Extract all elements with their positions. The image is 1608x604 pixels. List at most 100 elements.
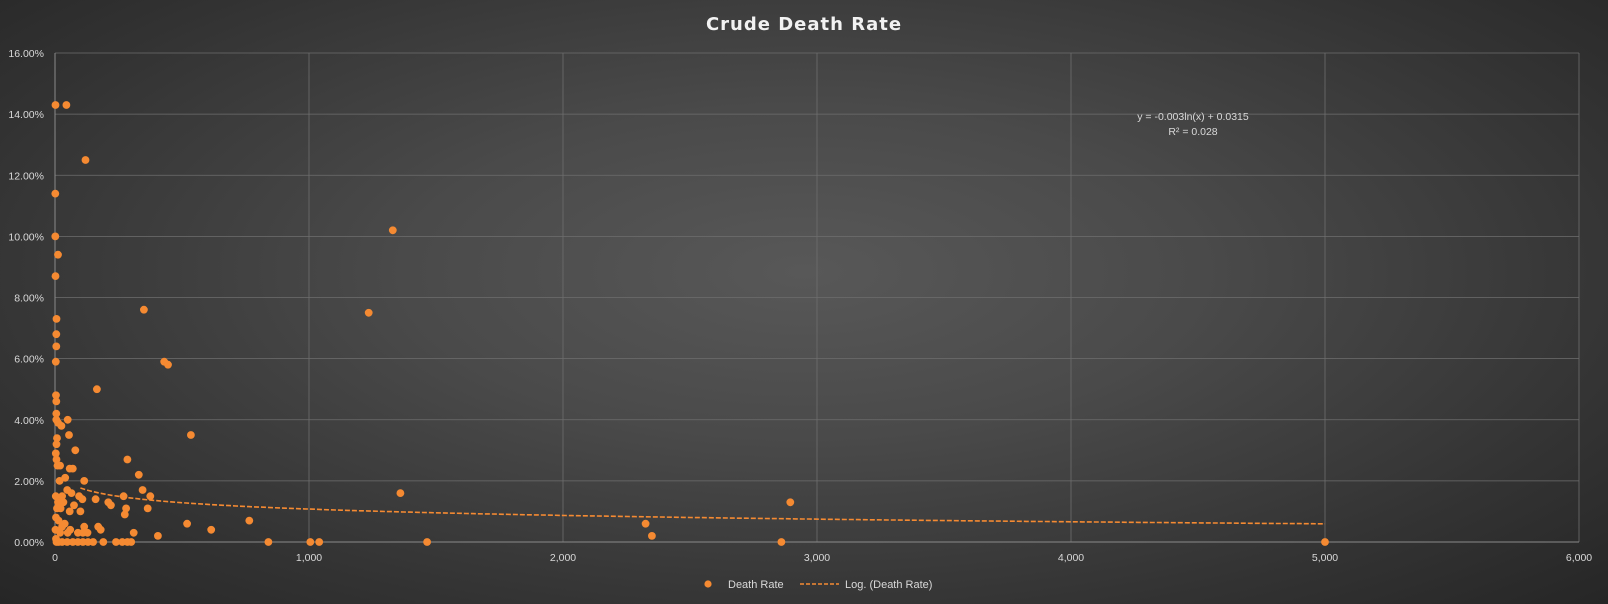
data-point	[1321, 538, 1329, 546]
data-point	[129, 528, 138, 537]
data-point	[51, 449, 60, 458]
data-point	[63, 538, 72, 546]
data-point	[67, 489, 76, 497]
trendline-path	[80, 487, 1325, 525]
data-point	[58, 492, 66, 501]
legend-label-trendline: Log. (Death Rate)	[845, 579, 932, 591]
data-point	[54, 498, 62, 507]
x-tick-label: 2,000	[550, 552, 576, 564]
data-point	[183, 519, 192, 528]
data-point	[52, 397, 61, 406]
data-point	[107, 501, 115, 510]
data-point	[164, 360, 172, 369]
trendline-equation: y = -0.003ln(x) + 0.0315	[1137, 111, 1249, 123]
data-point	[315, 538, 324, 546]
data-point	[52, 455, 61, 464]
data-point	[63, 528, 72, 537]
y-tick-label: 6.00%	[14, 354, 44, 366]
x-tick-label: 4,000	[1058, 552, 1084, 564]
data-point	[99, 538, 108, 546]
data-point	[59, 498, 68, 507]
data-point	[123, 455, 132, 464]
data-point	[65, 507, 74, 516]
data-point	[65, 431, 73, 439]
data-point	[51, 101, 60, 109]
legend-marker-death-rate	[704, 580, 712, 588]
data-point	[396, 489, 405, 497]
data-point	[786, 498, 795, 507]
data-point	[52, 315, 61, 323]
data-point	[96, 525, 105, 534]
data-point	[80, 477, 89, 485]
x-tick-label: 0	[52, 552, 58, 564]
data-point	[80, 522, 89, 531]
data-point	[122, 504, 130, 513]
x-tick-label: 6,000	[1566, 552, 1592, 564]
data-point	[78, 495, 87, 504]
data-point	[51, 189, 60, 198]
x-tick-label: 5,000	[1312, 552, 1338, 564]
y-tick-label: 10.00%	[8, 231, 44, 243]
data-point	[306, 538, 315, 546]
data-point	[134, 470, 143, 479]
y-tick-label: 4.00%	[14, 415, 44, 427]
legend-label-death-rate: Death Rate	[728, 579, 784, 591]
data-point	[364, 308, 373, 317]
y-tick-label: 14.00%	[8, 109, 44, 121]
data-point	[140, 305, 148, 314]
y-tick-label: 0.00%	[14, 537, 44, 549]
data-point	[93, 385, 101, 394]
data-point	[65, 464, 74, 473]
data-point	[52, 440, 61, 449]
data-point	[127, 538, 136, 546]
data-point	[76, 507, 85, 516]
data-point	[53, 434, 61, 442]
data-point	[207, 525, 216, 534]
data-point	[57, 422, 66, 430]
data-point	[388, 226, 397, 235]
data-point	[119, 492, 128, 501]
data-point	[70, 501, 78, 510]
gridlines	[55, 52, 1580, 542]
data-point	[58, 522, 66, 531]
y-tick-label: 16.00%	[8, 48, 44, 60]
data-point	[138, 486, 147, 494]
data-point	[56, 528, 64, 537]
data-point	[83, 528, 92, 537]
data-point	[146, 492, 155, 501]
trendline-annotation: y = -0.003ln(x) + 0.0315 R² = 0.028	[1137, 111, 1249, 138]
legend: Death Rate Log. (Death Rate)	[704, 579, 932, 591]
data-point	[264, 538, 273, 546]
data-point	[91, 495, 100, 504]
data-point	[777, 538, 786, 546]
x-tick-label: 1,000	[296, 552, 322, 564]
data-point	[56, 504, 65, 513]
data-point	[52, 330, 61, 339]
data-point	[54, 250, 62, 259]
data-point	[154, 532, 162, 540]
data-point	[51, 272, 60, 280]
data-point	[55, 477, 64, 485]
x-tick-label: 3,000	[804, 552, 830, 564]
data-point	[51, 492, 60, 501]
data-point	[143, 504, 152, 513]
trendline	[80, 487, 1325, 525]
data-point	[52, 391, 60, 400]
data-point	[51, 357, 60, 366]
data-point	[112, 538, 120, 546]
data-point	[81, 156, 90, 164]
y-tick-label: 8.00%	[14, 293, 44, 305]
data-point	[54, 516, 63, 525]
chart-title: Crude Death Rate	[706, 14, 902, 35]
y-tick-label: 2.00%	[14, 476, 44, 488]
data-point	[423, 538, 431, 546]
data-point	[245, 516, 254, 525]
data-point	[89, 538, 97, 546]
data-point	[648, 532, 656, 540]
y-tick-label: 12.00%	[8, 170, 44, 182]
data-point	[56, 461, 64, 470]
data-point	[120, 510, 129, 519]
axes: 0.00% 2.00% 4.00% 6.00% 8.00% 10.00% 12.00% 14.…	[8, 48, 1592, 564]
data-point	[62, 101, 71, 109]
